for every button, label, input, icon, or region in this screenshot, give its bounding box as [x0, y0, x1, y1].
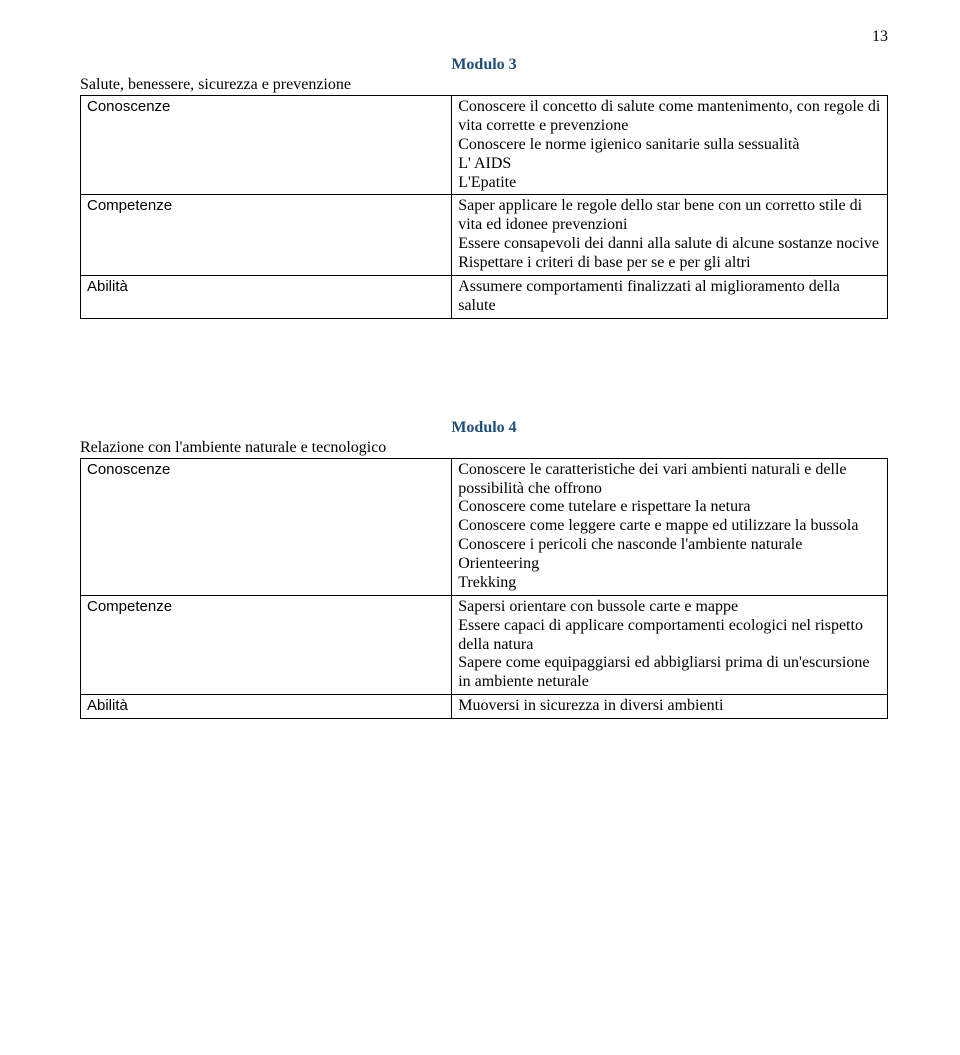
text-line: Conoscere come tutelare e rispettare la … [458, 498, 881, 517]
row-content: Conoscere le caratteristiche dei vari am… [452, 458, 888, 595]
module-3-title: Modulo 3 [80, 56, 888, 74]
text-line: Sapere come equipaggiarsi ed abbigliarsi… [458, 654, 881, 692]
table-row: Conoscenze Conoscere il concetto di salu… [81, 96, 888, 195]
text-line: Essere consapevoli dei danni alla salute… [458, 235, 881, 254]
module-4-table: Conoscenze Conoscere le caratteristiche … [80, 458, 888, 719]
row-content: Sapersi orientare con bussole carte e ma… [452, 595, 888, 694]
text-line: Orienteering [458, 555, 881, 574]
table-row: Abilità Muoversi in sicurezza in diversi… [81, 695, 888, 719]
row-content: Saper applicare le regole dello star ben… [452, 195, 888, 276]
table-row: Competenze Saper applicare le regole del… [81, 195, 888, 276]
text-line: Conoscere il concetto di salute come man… [458, 98, 881, 136]
module-4-section-title: Relazione con l'ambiente naturale e tecn… [80, 439, 888, 457]
text-line: Conoscere le caratteristiche dei vari am… [458, 461, 881, 499]
row-label: Competenze [81, 195, 452, 276]
text-line: Conoscere le norme igienico sanitarie su… [458, 136, 881, 155]
row-label: Conoscenze [81, 458, 452, 595]
row-label: Competenze [81, 595, 452, 694]
text-line: Saper applicare le regole dello star ben… [458, 197, 881, 235]
text-line: Muoversi in sicurezza in diversi ambient… [458, 697, 881, 716]
module-4-block: Modulo 4 Relazione con l'ambiente natura… [80, 419, 888, 719]
row-content: Conoscere il concetto di salute come man… [452, 96, 888, 195]
table-row: Competenze Sapersi orientare con bussole… [81, 595, 888, 694]
row-content: Assumere comportamenti finalizzati al mi… [452, 275, 888, 318]
row-label: Conoscenze [81, 96, 452, 195]
table-row: Abilità Assumere comportamenti finalizza… [81, 275, 888, 318]
row-label: Abilità [81, 275, 452, 318]
text-line: Conoscere i pericoli che nasconde l'ambi… [458, 536, 881, 555]
text-line: L'Epatite [458, 174, 881, 193]
page: 13 Modulo 3 Salute, benessere, sicurezza… [0, 0, 960, 759]
text-line: Assumere comportamenti finalizzati al mi… [458, 278, 881, 316]
module-4-title: Modulo 4 [80, 419, 888, 437]
text-line: Sapersi orientare con bussole carte e ma… [458, 598, 881, 617]
row-label: Abilità [81, 695, 452, 719]
page-number: 13 [80, 28, 888, 46]
text-line: Conoscere come leggere carte e mappe ed … [458, 517, 881, 536]
module-3-block: Modulo 3 Salute, benessere, sicurezza e … [80, 56, 888, 319]
row-content: Muoversi in sicurezza in diversi ambient… [452, 695, 888, 719]
text-line: Trekking [458, 574, 881, 593]
table-row: Conoscenze Conoscere le caratteristiche … [81, 458, 888, 595]
text-line: Essere capaci di applicare comportamenti… [458, 617, 881, 655]
text-line: Rispettare i criteri di base per se e pe… [458, 254, 881, 273]
module-3-section-title: Salute, benessere, sicurezza e prevenzio… [80, 76, 888, 94]
text-line: L' AIDS [458, 155, 881, 174]
module-3-table: Conoscenze Conoscere il concetto di salu… [80, 95, 888, 319]
